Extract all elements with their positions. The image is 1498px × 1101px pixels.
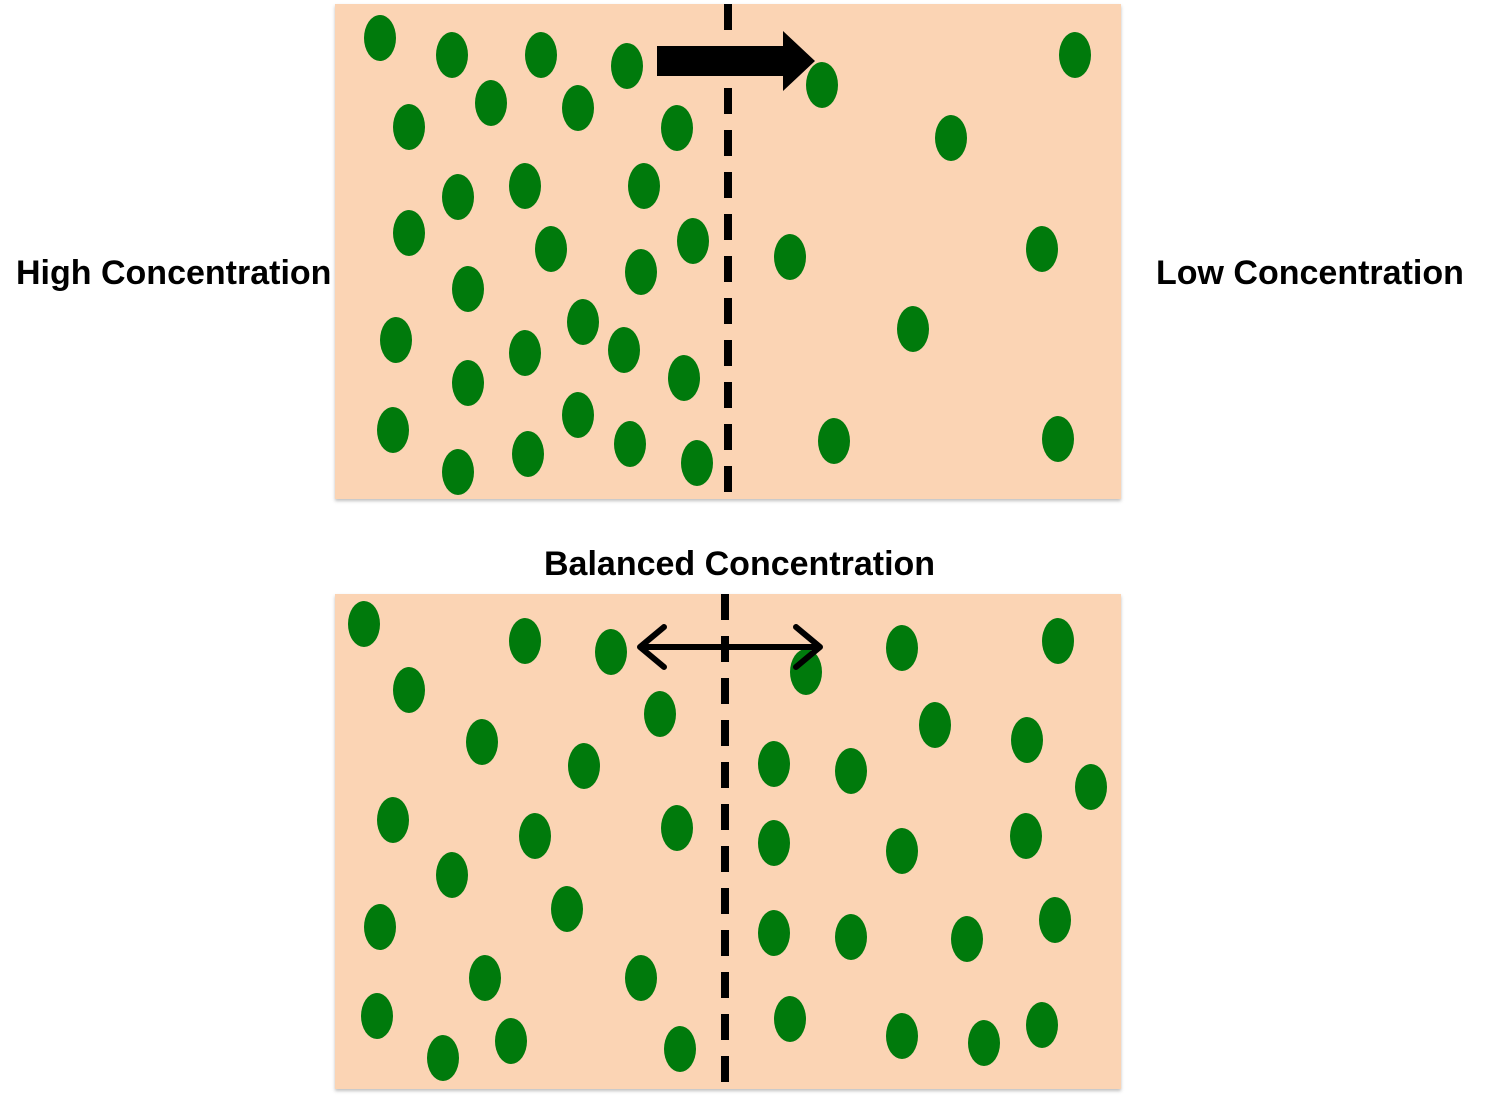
top-particle (668, 355, 700, 401)
bottom-particle (348, 601, 380, 647)
balanced-panel-background (335, 594, 1121, 1089)
diffusion-arrow-right (657, 31, 815, 91)
bottom-particle (968, 1020, 1000, 1066)
top-particle (897, 306, 929, 352)
bottom-particle (919, 702, 951, 748)
diffusion-arrow-both-ways (637, 624, 823, 670)
top-particle (393, 210, 425, 256)
bottom-particle (361, 993, 393, 1039)
high-concentration-label: High Concentration (16, 254, 332, 292)
bottom-particle (1039, 897, 1071, 943)
bottom-particle (1042, 618, 1074, 664)
top-particle (452, 360, 484, 406)
balanced-panel (335, 594, 1121, 1089)
top-particle (1059, 32, 1091, 78)
bottom-particle (625, 955, 657, 1001)
bottom-particle (664, 1026, 696, 1072)
low-concentration-label: Low Concentration (1156, 254, 1464, 292)
bottom-particle (758, 741, 790, 787)
bottom-particle (495, 1018, 527, 1064)
top-particle (442, 449, 474, 495)
bottom-particle (951, 916, 983, 962)
top-particle (452, 266, 484, 312)
top-particle (677, 218, 709, 264)
bottom-particle (466, 719, 498, 765)
top-particle (509, 330, 541, 376)
top-particle (525, 32, 557, 78)
top-particle (608, 327, 640, 373)
top-particle (380, 317, 412, 363)
top-particle (512, 431, 544, 477)
bottom-particle (758, 910, 790, 956)
bottom-particle (661, 805, 693, 851)
top-particle (611, 43, 643, 89)
bottom-particle (469, 955, 501, 1001)
unbalanced-panel-background (335, 4, 1121, 499)
top-particle (661, 105, 693, 151)
bottom-particle (886, 828, 918, 874)
bottom-particle (364, 904, 396, 950)
bottom-particle (377, 797, 409, 843)
top-particle (509, 163, 541, 209)
top-particle (681, 440, 713, 486)
particles-top (364, 15, 1091, 495)
top-particle (774, 234, 806, 280)
top-particle (436, 32, 468, 78)
top-particle (614, 421, 646, 467)
bottom-particle (758, 820, 790, 866)
top-particle (806, 62, 838, 108)
bottom-particle (519, 813, 551, 859)
bottom-particle (509, 618, 541, 664)
top-particle (442, 174, 474, 220)
top-particle (628, 163, 660, 209)
particles-bottom (348, 601, 1107, 1081)
bottom-particle (835, 914, 867, 960)
bottom-particle (551, 886, 583, 932)
balanced-concentration-label: Balanced Concentration (544, 545, 936, 583)
bottom-particle (568, 743, 600, 789)
bottom-particle (835, 748, 867, 794)
bottom-particle (436, 852, 468, 898)
bottom-particle (595, 629, 627, 675)
top-particle (818, 418, 850, 464)
top-particle (475, 80, 507, 126)
top-particle (393, 104, 425, 150)
top-particle (625, 249, 657, 295)
top-particle (1042, 416, 1074, 462)
top-particle (562, 85, 594, 131)
top-particle (567, 299, 599, 345)
bottom-particle (1026, 1002, 1058, 1048)
bottom-particle (886, 1013, 918, 1059)
bottom-particle (774, 996, 806, 1042)
top-particle (1026, 226, 1058, 272)
top-particle (562, 392, 594, 438)
top-particle (377, 407, 409, 453)
bottom-particle (1075, 764, 1107, 810)
bottom-particle (1010, 813, 1042, 859)
unbalanced-panel (335, 4, 1121, 499)
bottom-particle (427, 1035, 459, 1081)
bottom-particle (1011, 717, 1043, 763)
bottom-particle (790, 649, 822, 695)
top-particle (364, 15, 396, 61)
bottom-particle (644, 691, 676, 737)
bottom-particle (886, 625, 918, 671)
top-particle (935, 115, 967, 161)
top-particle (535, 226, 567, 272)
bottom-particle (393, 667, 425, 713)
